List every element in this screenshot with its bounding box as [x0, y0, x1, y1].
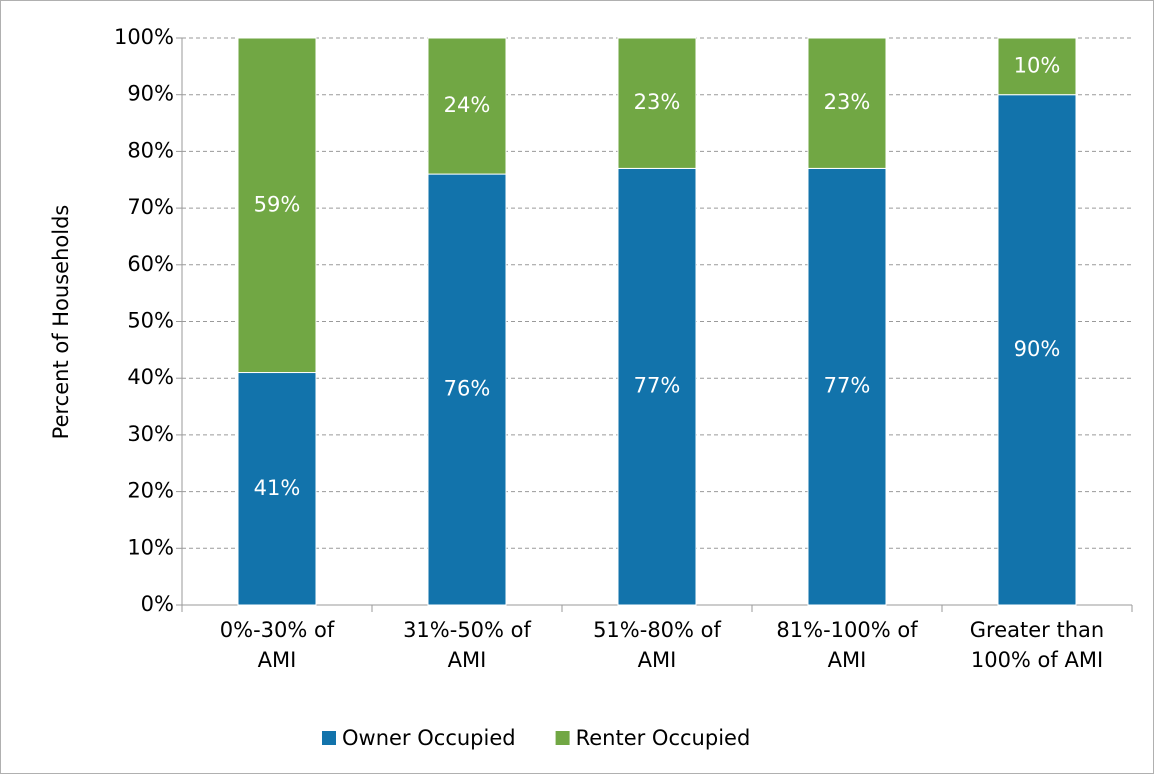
bar-segment — [427, 173, 507, 606]
y-tick-label: 50% — [127, 309, 174, 333]
bar-segment — [807, 37, 887, 169]
y-tick-label: 20% — [127, 479, 174, 503]
y-tick-label: 0% — [141, 592, 174, 616]
y-tick-label: 60% — [127, 252, 174, 276]
data-label: 76% — [444, 377, 491, 401]
data-label: 77% — [634, 374, 681, 398]
bar-segment — [807, 167, 887, 606]
y-tick-label: 70% — [127, 195, 174, 219]
data-label: 90% — [1014, 337, 1061, 361]
bar-segment — [617, 37, 697, 169]
y-tick-label: 40% — [127, 365, 174, 389]
x-tick-label: 31%-50% of AMI — [403, 618, 531, 672]
y-tick-label: 90% — [127, 82, 174, 106]
bar-segment — [237, 372, 317, 606]
data-label: 77% — [824, 374, 871, 398]
legend-label: Owner Occupied — [342, 726, 516, 750]
bar-segment — [997, 37, 1077, 96]
x-tick-label: 0%-30% of AMI — [219, 618, 335, 672]
bar-segment — [617, 167, 697, 606]
data-label: 23% — [824, 90, 871, 114]
y-tick-label: 100% — [114, 25, 174, 49]
x-tick-label: 81%-100% of AMI — [776, 618, 918, 672]
y-tick-label: 10% — [127, 535, 174, 559]
x-tick-label: Greater than 100% of AMI — [969, 618, 1105, 672]
data-label: 24% — [444, 93, 491, 117]
bar-segment — [997, 94, 1077, 606]
legend-label: Renter Occupied — [576, 726, 751, 750]
data-label: 59% — [254, 192, 301, 216]
bar-segment — [427, 37, 507, 175]
x-tick-label: 51%-80% of AMI — [593, 618, 721, 672]
y-axis-title: Percent of Households — [49, 205, 73, 440]
bar-segment — [237, 37, 317, 374]
data-label: 41% — [254, 476, 301, 500]
y-tick-label: 30% — [127, 422, 174, 446]
data-label: 10% — [1014, 53, 1061, 77]
legend-swatch — [555, 731, 570, 745]
data-label: 23% — [634, 90, 681, 114]
y-tick-label: 80% — [127, 138, 174, 162]
legend-swatch — [322, 731, 336, 745]
